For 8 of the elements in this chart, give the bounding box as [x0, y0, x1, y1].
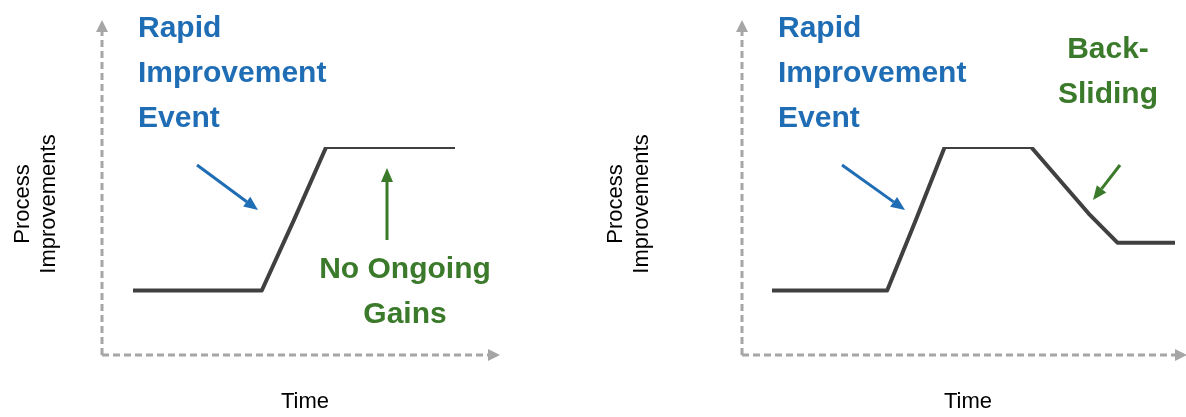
x-axis-title: Time: [279, 388, 331, 414]
text: Back-Sliding: [1057, 30, 1159, 111]
y-axis-title: Process Improvements: [9, 133, 61, 276]
y-axis-title: Process Improvements: [602, 133, 654, 276]
annotation: No Ongoing Gains: [318, 250, 492, 331]
text: Rapid Improvement Event: [778, 9, 968, 135]
text: Rapid Improvement Event: [138, 9, 328, 135]
x-axis-title: Time: [942, 388, 994, 414]
